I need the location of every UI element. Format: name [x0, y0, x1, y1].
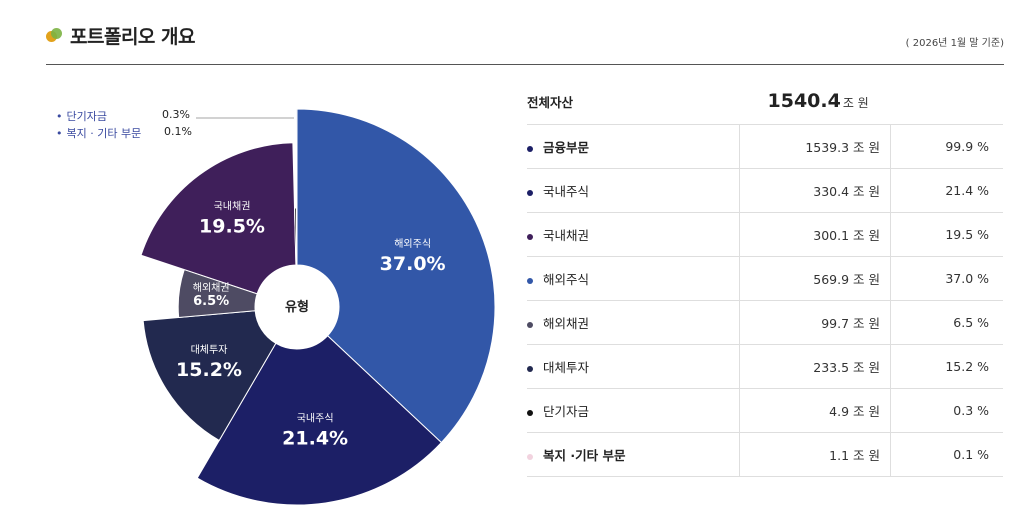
bullet-dot-icon	[527, 277, 533, 284]
bullet-dot-icon	[527, 145, 533, 152]
bullet-dot-icon	[527, 365, 533, 372]
row-percent: 6.5 %	[890, 300, 1003, 345]
total-unit: 조 원	[842, 96, 869, 110]
callout-short-term: • 단기자금	[56, 110, 107, 123]
row-value: 4.9 조 원	[739, 388, 891, 433]
row-percent: 0.1 %	[890, 432, 1003, 477]
slice-name-label: 해외채권	[193, 281, 230, 294]
row-name: 금융부문	[543, 140, 590, 155]
row-name: 해외채권	[543, 316, 590, 331]
slice-name-label: 해외주식	[394, 237, 431, 250]
row-percent: 0.3 %	[890, 388, 1003, 433]
table-row: 단기자금 4.9 조 원 0.3 %	[527, 388, 1003, 433]
callout-welfare-value: 0.1%	[164, 125, 192, 138]
table-body: 금융부문 1539.3 조 원 99.9 % 국내주식 330.4 조 원 21.4 % 국…	[527, 124, 1003, 477]
total-cell: 1540.4 조 원	[739, 78, 1003, 125]
pie-center	[255, 265, 339, 349]
table-row: 금융부문 1539.3 조 원 99.9 %	[527, 124, 1003, 169]
total-label: 전체자산	[527, 78, 740, 125]
callout-welfare-label: 복지 · 기타 부문	[66, 127, 142, 140]
page-title: 포트폴리오 개요	[70, 26, 195, 48]
table-row: 복지 ·기타 부문 1.1 조 원 0.1 %	[527, 432, 1003, 477]
row-value: 1.1 조 원	[739, 432, 891, 477]
row-percent: 99.9 %	[890, 124, 1003, 169]
slice-value-label: 19.5%	[199, 215, 265, 237]
row-name: 국내채권	[543, 228, 590, 243]
row-value: 330.4 조 원	[739, 168, 891, 213]
asset-table: 전체자산 1540.4 조 원 금융부문 1539.3 조 원 99.9 % 국내주식 3…	[527, 78, 1003, 477]
row-name-cell: 금융부문	[527, 124, 740, 169]
row-name: 단기자금	[543, 404, 590, 419]
bullet-dot-icon	[527, 233, 533, 240]
bullet-dot-icon	[527, 453, 533, 460]
slice-value-label: 15.2%	[176, 359, 242, 381]
slice-name-label: 대체투자	[191, 344, 228, 356]
row-name: 복지 ·기타 부문	[543, 448, 626, 463]
table-row: 국내채권 300.1 조 원 19.5 %	[527, 212, 1003, 257]
as-of-date: ( 2026년 1월 말 기준)	[905, 38, 1004, 49]
slice-name-label: 국내채권	[214, 200, 251, 212]
total-row: 전체자산 1540.4 조 원	[527, 78, 1003, 125]
row-value: 233.5 조 원	[739, 344, 891, 389]
page-header: 포트폴리오 개요 ( 2026년 1월 말 기준)	[46, 18, 1004, 65]
table-row: 해외채권 99.7 조 원 6.5 %	[527, 300, 1003, 345]
title-bullet-icon	[46, 27, 62, 44]
slice-value-label: 37.0%	[380, 253, 446, 275]
bullet-dot-icon	[527, 189, 533, 196]
row-percent: 21.4 %	[890, 168, 1003, 213]
callout-short-term-value: 0.3%	[162, 108, 190, 121]
row-name-cell: 국내주식	[527, 168, 740, 213]
row-name-cell: 국내채권	[527, 212, 740, 257]
row-name-cell: 해외주식	[527, 256, 740, 301]
callout-short-term-label: 단기자금	[66, 110, 107, 123]
row-name: 해외주식	[543, 272, 590, 287]
row-name: 국내주식	[543, 184, 590, 199]
slice-name-label: 국내주식	[297, 413, 334, 425]
bullet-dot-icon	[527, 321, 533, 328]
slice-value-label: 6.5%	[193, 294, 229, 309]
row-value: 569.9 조 원	[739, 256, 891, 301]
callout-welfare: • 복지 · 기타 부문	[56, 127, 142, 140]
row-value: 300.1 조 원	[739, 212, 891, 257]
pie-center-label: 유형	[285, 299, 309, 315]
table-row: 대체투자 233.5 조 원 15.2 %	[527, 344, 1003, 389]
row-value: 1539.3 조 원	[739, 124, 891, 169]
title-group: 포트폴리오 개요	[46, 22, 195, 49]
row-name-cell: 복지 ·기타 부문	[527, 432, 740, 477]
bullet-dot-icon	[527, 409, 533, 416]
row-name: 대체투자	[543, 360, 590, 375]
table-row: 해외주식 569.9 조 원 37.0 %	[527, 256, 1003, 301]
row-name-cell: 대체투자	[527, 344, 740, 389]
table-row: 국내주식 330.4 조 원 21.4 %	[527, 168, 1003, 213]
row-name-cell: 해외채권	[527, 300, 740, 345]
row-name-cell: 단기자금	[527, 388, 740, 433]
row-percent: 37.0 %	[890, 256, 1003, 301]
slice-value-label: 21.4%	[282, 428, 348, 450]
total-value: 1540.4	[767, 90, 841, 112]
row-value: 99.7 조 원	[739, 300, 891, 345]
row-percent: 15.2 %	[890, 344, 1003, 389]
row-percent: 19.5 %	[890, 212, 1003, 257]
